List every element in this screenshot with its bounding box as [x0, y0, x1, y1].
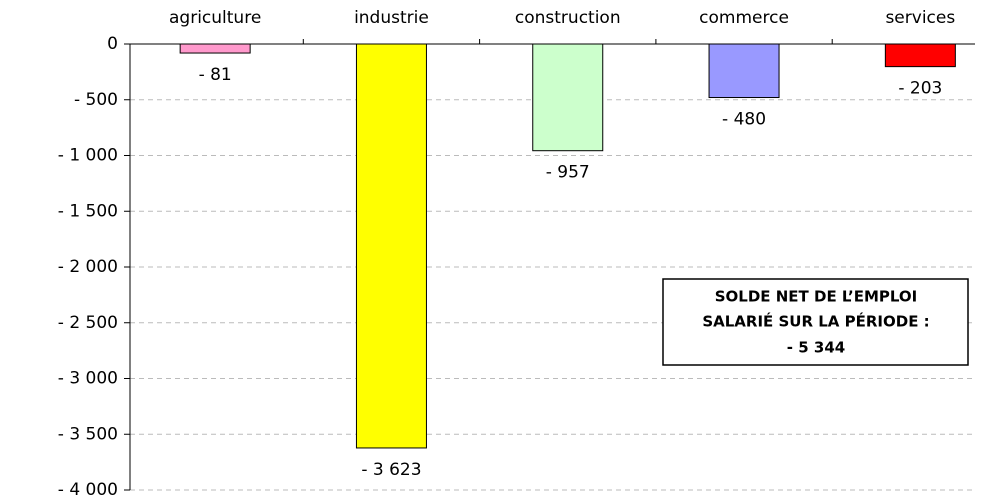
bar — [884, 43, 956, 68]
x-tick-label: construction — [515, 8, 621, 28]
annotation: SOLDE NET DE L’EMPLOI — [715, 288, 918, 306]
x-tick-label: agriculture — [169, 8, 261, 28]
value-label: - 203 — [898, 79, 942, 99]
y-tick-label: - 3 500 — [58, 424, 118, 444]
y-tick-label: - 2 500 — [58, 313, 118, 333]
x-tick-label: services — [885, 8, 955, 28]
x-tick-label: industrie — [354, 8, 429, 28]
value-label: - 957 — [546, 163, 590, 183]
bar — [355, 43, 427, 449]
annotation: - 5 344 — [787, 339, 845, 357]
y-tick-label: - 4 000 — [58, 480, 118, 497]
y-tick-label: - 1 000 — [58, 146, 118, 166]
value-label: - 81 — [199, 65, 232, 85]
bar — [708, 43, 780, 99]
y-tick-label: - 1 500 — [58, 201, 118, 221]
annotation-box — [662, 278, 969, 366]
x-tick-label: commerce — [699, 8, 789, 28]
bar — [532, 43, 604, 152]
y-tick-label: - 3 000 — [58, 369, 118, 389]
value-label: - 3 623 — [361, 460, 421, 480]
y-tick-label: 0 — [107, 34, 118, 54]
y-tick-label: - 500 — [74, 90, 118, 110]
y-tick-label: - 2 000 — [58, 257, 118, 277]
bar — [179, 43, 251, 54]
annotation: SALARIÉ SUR LA PÉRIODE : — [702, 312, 929, 331]
value-label: - 480 — [722, 110, 766, 130]
